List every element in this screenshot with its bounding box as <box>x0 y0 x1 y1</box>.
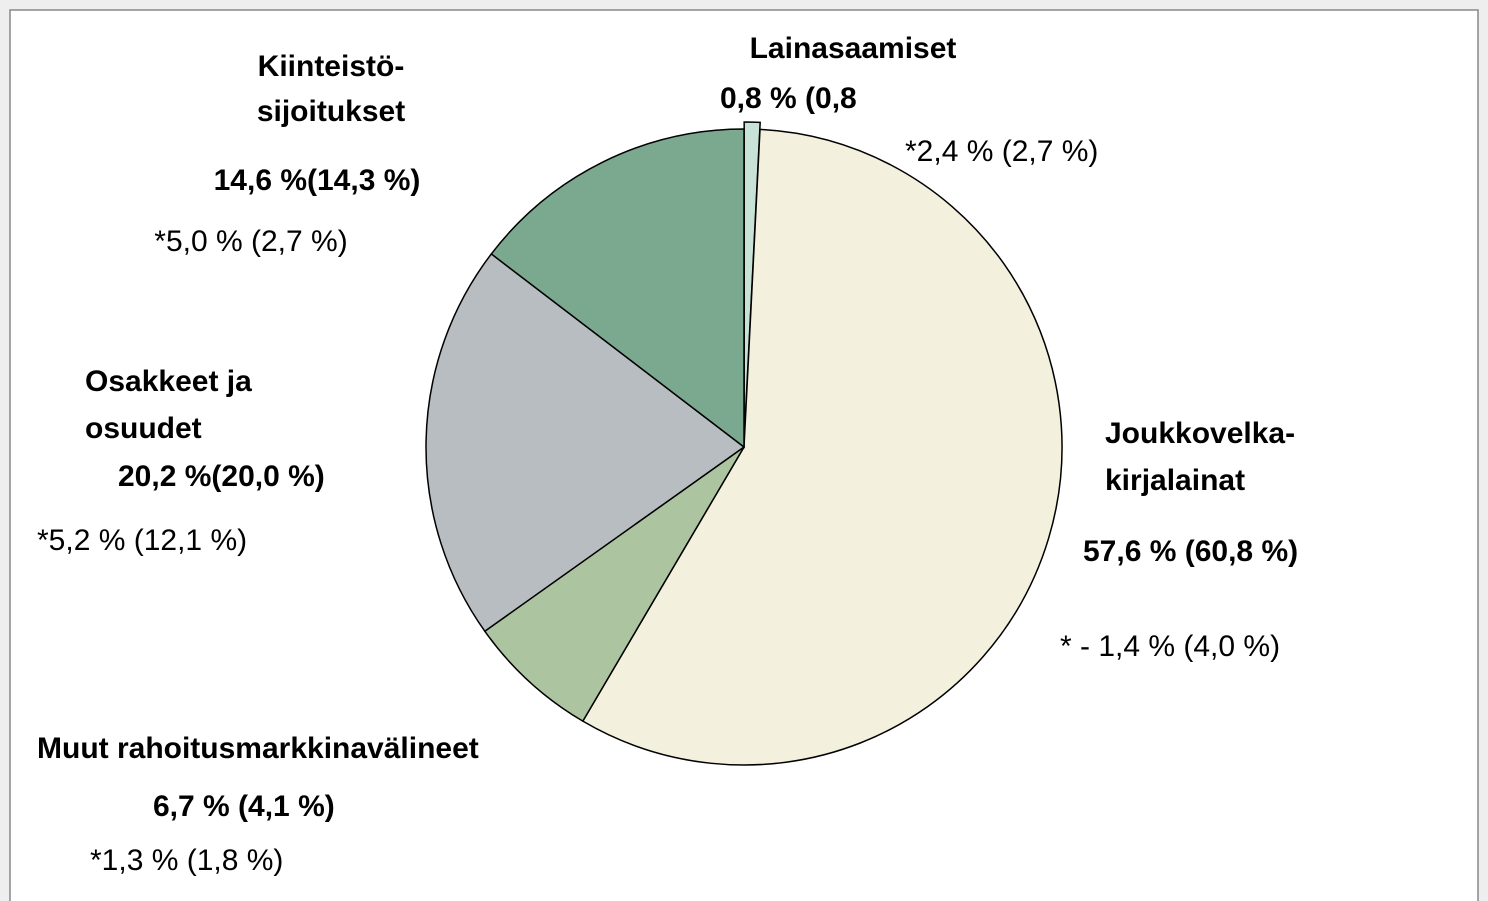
slice-label: osuudet <box>85 412 202 445</box>
note-label: * - 1,4 % (4,0 %) <box>1060 630 1280 663</box>
slice-label: sijoitukset <box>257 95 405 128</box>
value-label: 6,7 % (4,1 %) <box>153 790 335 823</box>
value-label: 14,6 %(14,3 %) <box>214 164 421 197</box>
value-label: 0,8 % (0,8 <box>720 82 857 115</box>
pie-slice <box>425 252 746 633</box>
note-label: *5,2 % (12,1 %) <box>37 524 247 557</box>
pie-slice <box>490 128 745 449</box>
note-label: *2,4 % (2,7 %) <box>905 135 1098 168</box>
note-label: *5,0 % (2,7 %) <box>154 225 347 258</box>
pie-slice <box>483 446 745 723</box>
note-label: *1,3 % (1,8 %) <box>90 844 283 877</box>
slice-label: kirjalainat <box>1105 464 1245 497</box>
slice-label: Osakkeet ja <box>85 365 252 398</box>
value-label: 20,2 %(20,0 %) <box>118 460 325 493</box>
pie-slice <box>581 128 1063 766</box>
slice-label: Kiinteistö- <box>258 50 405 83</box>
slice-label: Muut rahoitusmarkkinavälineet <box>37 732 479 765</box>
value-label: 57,6 % (60,8 %) <box>1083 535 1298 568</box>
slice-label: Lainasaamiset <box>750 32 957 65</box>
slice-label: Joukkovelka- <box>1105 417 1295 450</box>
